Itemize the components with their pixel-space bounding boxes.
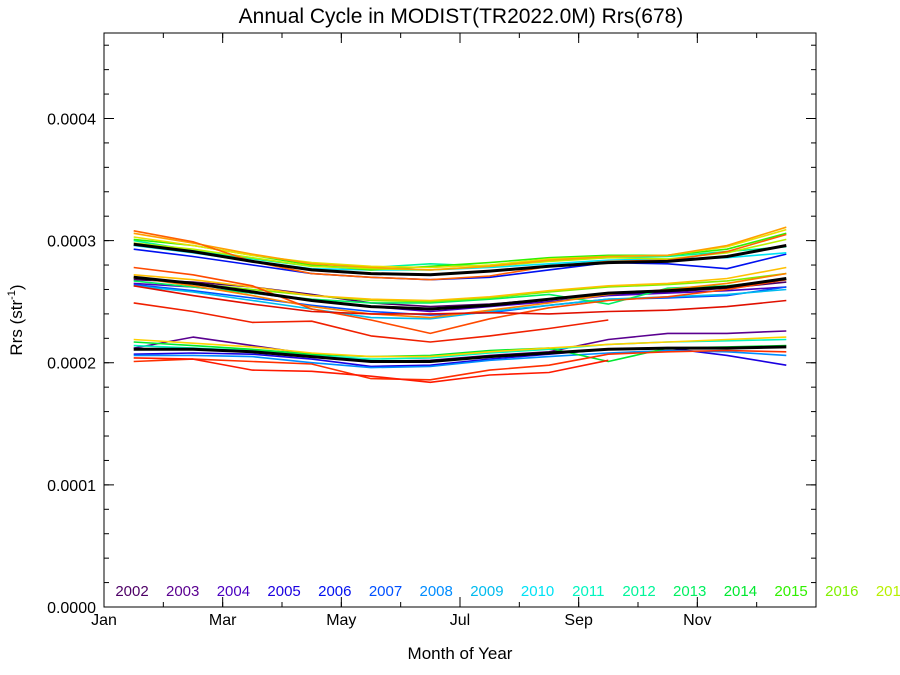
- legend-year-2017: 2017: [876, 583, 900, 600]
- x-tick-label: May: [326, 612, 356, 629]
- x-axis-label: Month of Year: [408, 644, 513, 663]
- legend-year-2012: 2012: [622, 583, 655, 600]
- legend-year-2009: 2009: [470, 583, 503, 600]
- series-line: [133, 357, 609, 384]
- y-axis: 0.0000 0.0001 0.0002 0.0003 0.0004: [47, 44, 816, 617]
- mean-series-line: [133, 275, 787, 311]
- series-line: [133, 266, 787, 302]
- legend-year-2010: 2010: [521, 583, 554, 600]
- x-tick-label: Nov: [683, 612, 711, 629]
- legend-year-2008: 2008: [420, 583, 453, 600]
- legend-year-2015: 2015: [774, 583, 807, 600]
- series-line: [133, 230, 787, 281]
- legend-year-2013: 2013: [673, 583, 706, 600]
- y-axis-label-close: ): [7, 284, 26, 290]
- x-tick-label: Jul: [450, 612, 470, 629]
- y-tick-label: 0.0003: [47, 234, 96, 251]
- y-axis-label: Rrs (str-1): [6, 284, 26, 355]
- x-axis: Jan Mar May Jul Sep Nov: [91, 33, 817, 629]
- series-line: [133, 349, 787, 381]
- legend-year-2003: 2003: [166, 583, 199, 600]
- series-line: [133, 266, 787, 335]
- series-line: [133, 336, 787, 358]
- y-axis-label-main: Rrs (str: [7, 300, 26, 356]
- legend-year-2002: 2002: [115, 583, 148, 600]
- series-line-2008: [133, 349, 787, 369]
- legend-year-2016: 2016: [825, 583, 858, 600]
- x-tick-label: Jan: [91, 612, 117, 629]
- plot-frame: [103, 32, 817, 608]
- y-axis-label-exponent: -1: [6, 290, 18, 300]
- y-tick-label: 0.0001: [47, 478, 96, 495]
- legend-year-2005: 2005: [267, 583, 300, 600]
- x-tick-label: Sep: [564, 612, 593, 629]
- legend-year-2014: 2014: [724, 583, 757, 600]
- y-tick-label: 0.0004: [47, 111, 96, 128]
- legend-year-2006: 2006: [318, 583, 351, 600]
- series-line: [133, 226, 787, 271]
- mean-series-line: [133, 345, 787, 363]
- chart-title: Annual Cycle in MODIST(TR2022.0M) Rrs(67…: [239, 5, 684, 28]
- series-line-2016: [133, 272, 787, 303]
- legend-year-2004: 2004: [217, 583, 250, 600]
- legend-year-2007: 2007: [369, 583, 402, 600]
- y-tick-label: 0.0000: [47, 600, 96, 617]
- y-tick-label: 0.0002: [47, 356, 96, 373]
- series-line: [133, 302, 609, 343]
- mean-series-line: [133, 242, 787, 277]
- legend: 2002 2003 2004 2005 2006 2007 2008 2009 2010 2011…: [115, 583, 900, 600]
- series-line-2009: [133, 285, 787, 320]
- legend-year-2011: 2011: [572, 583, 604, 600]
- series-line: [133, 285, 787, 315]
- series-layer: [133, 226, 787, 384]
- x-tick-label: Mar: [209, 612, 237, 629]
